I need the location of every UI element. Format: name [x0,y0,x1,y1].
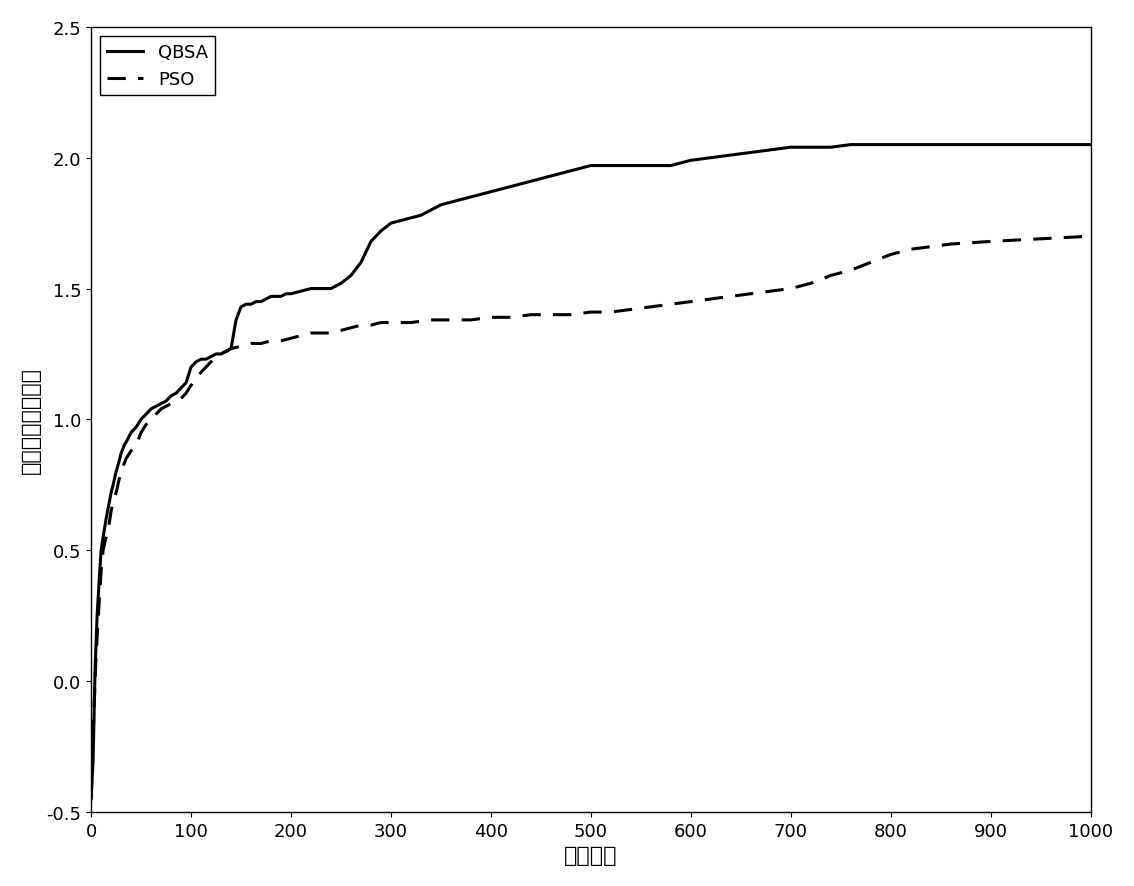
QBSA [744,148,758,159]
QBSA [91,610,104,621]
PSO [179,388,193,399]
QBSA [484,187,498,198]
PSO [254,338,268,349]
PSO [1084,231,1098,242]
QBSA [424,206,438,216]
PSO [564,310,577,321]
PSO [119,454,133,464]
Line: PSO: PSO [91,237,1091,799]
QBSA [1084,140,1098,151]
QBSA [844,140,857,151]
Line: QBSA: QBSA [91,145,1091,799]
PSO [84,794,98,804]
Legend: QBSA, PSO: QBSA, PSO [100,37,215,97]
PSO [314,329,328,339]
QBSA [84,794,98,804]
Y-axis label: 平均适应度函数值: 平均适应度函数值 [20,367,41,473]
QBSA [414,211,428,222]
QBSA [524,176,538,187]
PSO [96,545,110,556]
X-axis label: 迭代次数: 迭代次数 [564,845,618,866]
